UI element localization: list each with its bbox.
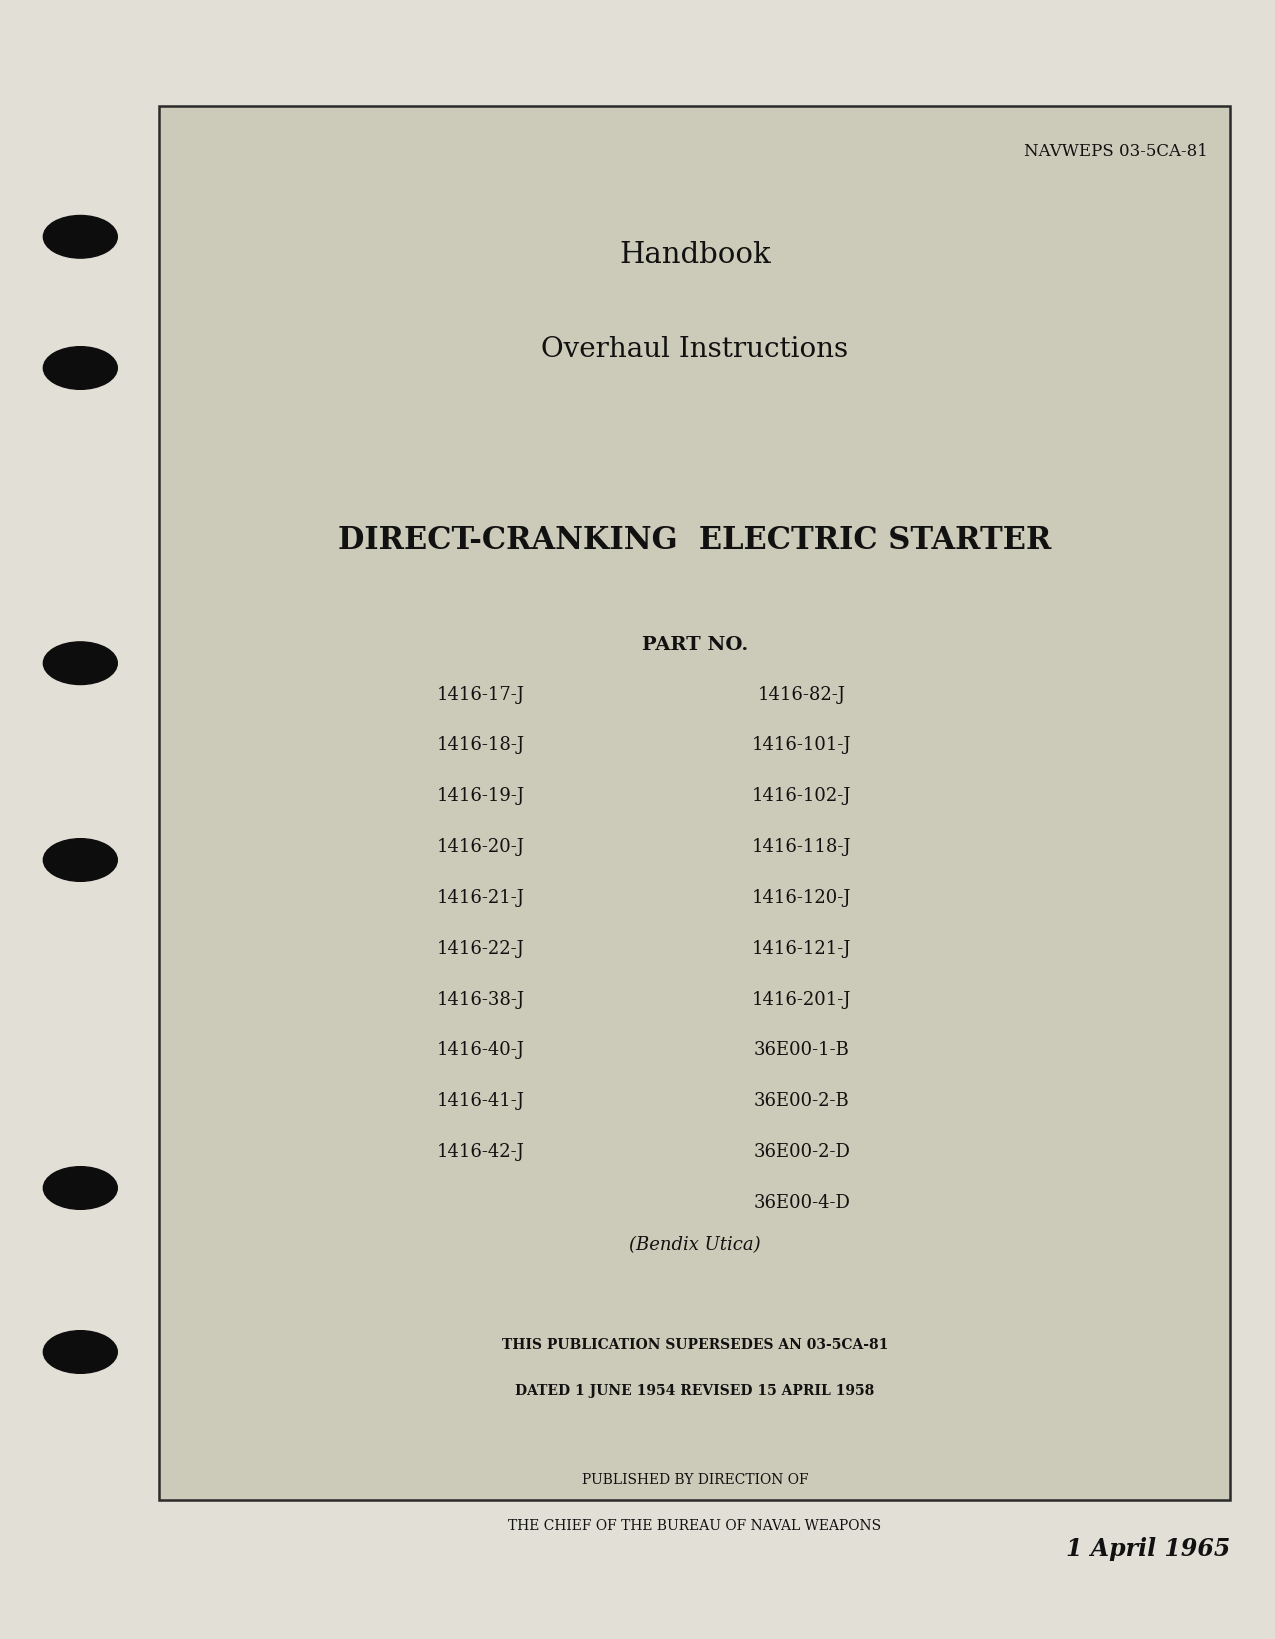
Text: DATED 1 JUNE 1954 REVISED 15 APRIL 1958: DATED 1 JUNE 1954 REVISED 15 APRIL 1958 — [515, 1383, 875, 1398]
Bar — [159, 107, 1230, 1500]
Ellipse shape — [43, 347, 117, 390]
Text: 36E00-4-D: 36E00-4-D — [754, 1193, 850, 1211]
Text: 1416-102-J: 1416-102-J — [752, 787, 852, 805]
Text: 1416-19-J: 1416-19-J — [436, 787, 525, 805]
Text: DIRECT-CRANKING  ELECTRIC STARTER: DIRECT-CRANKING ELECTRIC STARTER — [338, 524, 1052, 556]
Text: Overhaul Instructions: Overhaul Instructions — [542, 336, 848, 362]
Ellipse shape — [43, 1331, 117, 1373]
Text: 1416-120-J: 1416-120-J — [752, 888, 852, 906]
Text: 1416-22-J: 1416-22-J — [437, 939, 524, 957]
Text: 1416-17-J: 1416-17-J — [436, 685, 525, 703]
Text: Handbook: Handbook — [618, 241, 771, 269]
Text: PUBLISHED BY DIRECTION OF: PUBLISHED BY DIRECTION OF — [581, 1472, 808, 1487]
Text: 1416-42-J: 1416-42-J — [437, 1142, 524, 1160]
Text: 36E00-1-B: 36E00-1-B — [754, 1041, 850, 1059]
Text: THIS PUBLICATION SUPERSEDES AN 03-5CA-81: THIS PUBLICATION SUPERSEDES AN 03-5CA-81 — [501, 1337, 889, 1352]
Ellipse shape — [43, 216, 117, 259]
Text: 1416-41-J: 1416-41-J — [436, 1092, 525, 1110]
Text: 36E00-2-B: 36E00-2-B — [754, 1092, 850, 1110]
Text: (Bendix Utica): (Bendix Utica) — [629, 1236, 761, 1254]
Text: 1416-121-J: 1416-121-J — [752, 939, 852, 957]
Text: 1416-82-J: 1416-82-J — [757, 685, 847, 703]
Ellipse shape — [43, 839, 117, 882]
Text: 1416-40-J: 1416-40-J — [436, 1041, 525, 1059]
Text: 1416-201-J: 1416-201-J — [752, 990, 852, 1008]
Text: 1416-21-J: 1416-21-J — [436, 888, 525, 906]
Text: 36E00-2-D: 36E00-2-D — [754, 1142, 850, 1160]
Text: PART NO.: PART NO. — [641, 636, 748, 654]
Text: 1 April 1965: 1 April 1965 — [1066, 1536, 1230, 1560]
Ellipse shape — [43, 642, 117, 685]
Text: 1416-101-J: 1416-101-J — [752, 736, 852, 754]
Text: 1416-20-J: 1416-20-J — [436, 838, 525, 856]
Text: NAVWEPS 03-5CA-81: NAVWEPS 03-5CA-81 — [1024, 143, 1207, 159]
Text: 1416-38-J: 1416-38-J — [436, 990, 525, 1008]
Text: THE CHIEF OF THE BUREAU OF NAVAL WEAPONS: THE CHIEF OF THE BUREAU OF NAVAL WEAPONS — [509, 1518, 881, 1532]
Text: 1416-118-J: 1416-118-J — [752, 838, 852, 856]
Text: 1416-18-J: 1416-18-J — [436, 736, 525, 754]
Ellipse shape — [43, 1167, 117, 1210]
